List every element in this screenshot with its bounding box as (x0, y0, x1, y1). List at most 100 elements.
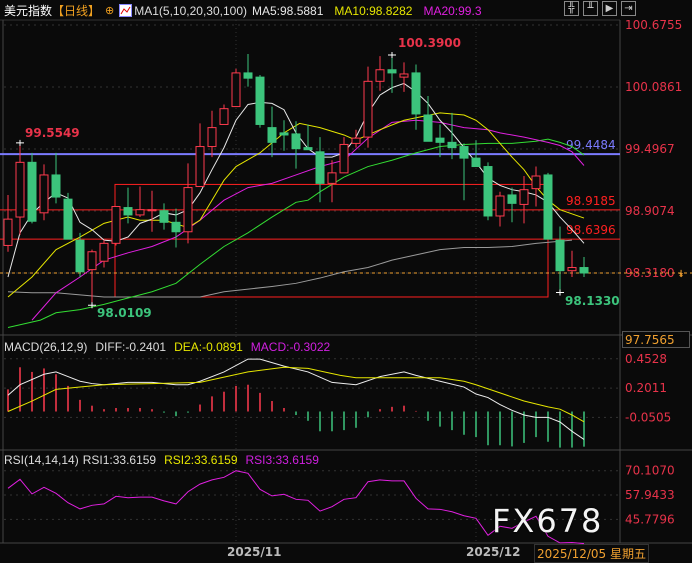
crosshair-icon[interactable]: ╬ (564, 1, 579, 16)
macd-dea-line (7, 366, 585, 423)
expand-right-icon[interactable]: ⇥ (621, 1, 636, 16)
x-tick-2025-11: 2025/11 (227, 545, 282, 559)
candle (483, 162, 493, 221)
candle-body (63, 198, 73, 240)
candle (351, 129, 361, 148)
x-tick-2025-12: 2025/12 (466, 545, 521, 559)
ma100-line (7, 239, 573, 298)
candle (315, 137, 325, 203)
rsi-axis-label: 45.7796 (625, 512, 675, 526)
candle-body (387, 69, 397, 74)
candle-body (183, 187, 193, 233)
candle-body (327, 172, 337, 184)
candle (447, 112, 457, 160)
extreme-marker (16, 139, 24, 146)
candle-body (507, 194, 517, 204)
macd-header: MACD(26,12,9) DIFF:-0.2401 DEA:-0.0891 M… (4, 340, 330, 354)
candle (519, 176, 529, 224)
play-replay-icon[interactable]: ▶ (602, 1, 617, 16)
candle-body (195, 146, 205, 188)
price-axis-label: 98.9074 (625, 204, 675, 218)
candle (3, 194, 13, 252)
candle-body (279, 132, 289, 136)
candle-body (231, 72, 241, 108)
candle (39, 164, 49, 221)
horizontal-line-label: 99.4484 (566, 138, 616, 152)
candle-body (579, 267, 589, 274)
candle-body (495, 195, 505, 217)
crosshair-date-label: 2025/12/05 星期五 (534, 544, 649, 563)
candle-body (363, 80, 373, 138)
chart-toolbar: ╬ ╨ ▶ ⇥ (564, 1, 636, 16)
period-selector[interactable]: 【日线】 (52, 4, 101, 18)
price-axis-label: 100.6755 (625, 18, 682, 32)
candle (507, 187, 517, 223)
rsi-axis-label: 70.1070 (625, 464, 675, 478)
rsi-line (7, 470, 585, 545)
candle-body (219, 108, 229, 125)
macd-axis-label: 0.4528 (625, 352, 667, 366)
candle (63, 192, 73, 240)
extreme-marker (556, 289, 564, 296)
macd-value: MACD:-0.3022 (250, 340, 331, 354)
macd-diff-line (7, 358, 585, 440)
candle (459, 143, 469, 201)
extreme-marker (88, 302, 96, 309)
indicator-chart-icon[interactable] (119, 4, 133, 17)
candle (135, 186, 145, 218)
candle-body (123, 207, 133, 216)
crosshair-circle-icon[interactable]: ⊕ (105, 5, 115, 17)
candle (399, 62, 409, 92)
rsi1-value: RSI1:33.6159 (82, 453, 157, 467)
candle-body (291, 133, 301, 150)
candle-body (471, 157, 481, 168)
candle-body (207, 127, 217, 148)
candle (219, 104, 229, 125)
candle (15, 142, 25, 235)
candle-body (543, 174, 553, 240)
candle-body (459, 146, 469, 159)
candle (231, 68, 241, 108)
crosshair-price-label: 97.7565 (622, 331, 690, 348)
candle (123, 187, 133, 224)
rsi3-value: RSI3:33.6159 (245, 453, 319, 467)
ma-settings[interactable]: MA1(5,10,20,30,100) (134, 3, 247, 18)
candle (147, 190, 157, 232)
candle-body (423, 114, 433, 142)
candle-body (39, 174, 49, 214)
interval-stats-icon[interactable]: ╨ (583, 1, 598, 16)
main-header: 美元指数 【日线】 ⊕ MA1(5,10,20,30,100) MA5:98.5… (4, 2, 482, 19)
candle (363, 66, 373, 148)
candle-body (3, 218, 13, 246)
candle (267, 106, 277, 158)
candle-body (255, 76, 265, 125)
candle-body (483, 166, 493, 217)
candle (567, 250, 577, 277)
candle (255, 75, 265, 128)
macd-name[interactable]: MACD(26,12,9) (4, 340, 88, 354)
candle (543, 172, 553, 240)
candle-body (435, 137, 445, 143)
candle-body (147, 209, 157, 212)
candle (375, 56, 385, 91)
candle (555, 226, 565, 293)
ma20-value: MA20:99.3 (423, 3, 482, 18)
ma5-value: MA5:98.5881 (252, 3, 324, 18)
candle (471, 140, 481, 168)
candle-body (159, 210, 169, 223)
candle-body (75, 239, 85, 273)
candle-body (339, 143, 349, 174)
rsi2-value: RSI2:33.6159 (164, 453, 238, 467)
candle (75, 232, 85, 277)
candle (579, 257, 589, 277)
instrument-title: 美元指数 (4, 4, 53, 18)
candle-body (135, 209, 145, 216)
candle-body (51, 174, 61, 198)
candle-body (111, 206, 121, 244)
candle (423, 96, 433, 142)
low-annotation-left: 98.0109 (97, 306, 152, 320)
candle (207, 110, 217, 158)
rsi-name[interactable]: RSI(14,14,14) (4, 453, 79, 467)
